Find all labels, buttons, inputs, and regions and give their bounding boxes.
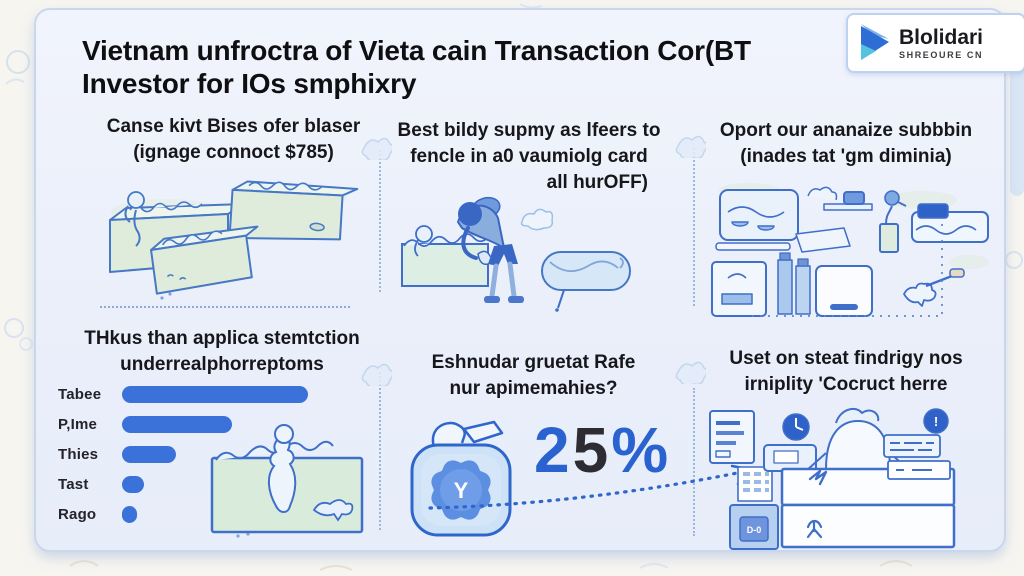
alert-bubble-icon <box>923 408 949 434</box>
triangle-play-logo-icon <box>861 24 889 60</box>
stat-digit: 2 <box>534 414 573 486</box>
bar-chart: Tabee P,Ime Thies Tast Rago <box>58 385 358 535</box>
bar-row: Tabee <box>58 385 358 403</box>
bar-track <box>122 445 308 463</box>
heading-line: fencle in a0 vaumiolg card <box>410 146 648 167</box>
devices-illustration <box>711 183 989 317</box>
bar-row: P,Ime <box>58 415 358 433</box>
bar-row: Tast <box>58 475 358 493</box>
panel-bottom-left-heading: THkus than applica stemtction underrealp… <box>52 326 392 378</box>
bar-label: Tabee <box>58 385 102 403</box>
heading-line: nur apimemahies? <box>449 378 618 399</box>
panel-top-right-heading: Oport our ananaize subbbin (inades tat '… <box>696 118 996 170</box>
bar-track <box>122 505 308 523</box>
doodle-knot-icon <box>675 361 706 384</box>
panel-top-middle-heading: Best bildy supmy as lfeers to fencle in … <box>384 118 674 196</box>
infographic-card: Vietnam unfroctra of Vieta cain Transact… <box>34 8 1024 552</box>
brand-logo: Blolidari SHREOURE CN <box>846 13 1024 73</box>
dotted-ground-line <box>100 306 350 308</box>
heading-line: Eshnudar gruetat Rafe <box>431 352 636 373</box>
stat-percent-sign: % <box>611 414 672 486</box>
page-title: Vietnam unfroctra of Vieta cain Transact… <box>82 34 802 100</box>
doodle-knot-icon <box>361 137 392 160</box>
bar <box>122 385 308 403</box>
seal-badge-icon: Y <box>431 460 491 520</box>
heading-line: (ignage connoct $785) <box>133 142 334 163</box>
bar-label: Rago <box>58 505 97 523</box>
bar-row: Thies <box>58 445 358 463</box>
bar <box>122 505 137 523</box>
divider-right-bottom <box>693 388 695 536</box>
bar-track <box>122 415 308 433</box>
crates-illustration <box>109 180 359 300</box>
service-desk-illustration: D-0 ! <box>709 407 956 550</box>
bar-label: Thies <box>58 445 99 463</box>
heading-line: THkus than applica stemtction <box>84 328 360 349</box>
bar-row: Rago <box>58 505 358 523</box>
logo-subtitle: SHREOURE CN <box>899 49 984 60</box>
heading-line: Canse kivt Bises ofer blaser <box>106 116 361 137</box>
bar-label: Tast <box>58 475 89 493</box>
doodle-knot-icon <box>361 363 392 386</box>
heading-line: underrealphorreptoms <box>120 354 324 375</box>
bar-track <box>122 385 308 403</box>
crate-climbing-figure-illustration <box>210 424 364 538</box>
divider-left-top <box>379 150 381 292</box>
page-title-line2: Investor for IOs smphixry <box>82 68 417 99</box>
panel-bottom-right-heading: Uset on steat findrigy nos irniplity 'Co… <box>691 346 1001 398</box>
logo-name: Blolidari <box>899 25 984 49</box>
heading-line: (inades tat 'gm diminia) <box>740 146 952 167</box>
panel-top-left-heading: Canse kivt Bises ofer blaser (ignage con… <box>66 114 401 166</box>
doodle-knot-icon <box>675 135 706 158</box>
stat-digit: 5 <box>572 414 612 486</box>
machine-label: D-0 <box>747 525 762 535</box>
heading-line: Uset on steat findrigy nos <box>729 348 963 369</box>
heading-line: irniplity 'Cocruct herre <box>744 374 948 395</box>
heading-line: Oport our ananaize subbbin <box>719 120 973 141</box>
jug-badge-illustration: Y <box>410 420 512 537</box>
heading-line: Best bildy supmy as lfeers to <box>397 120 661 141</box>
alert-glyph: ! <box>934 414 938 429</box>
panel-bottom-middle-heading: Eshnudar gruetat Rafe nur apimemahies? <box>391 350 676 402</box>
heading-line: all hurOFF) <box>546 172 648 193</box>
bar <box>122 475 145 493</box>
stat-percentage: 25% <box>534 418 671 482</box>
bar-label: P,Ime <box>58 415 98 433</box>
bar <box>122 415 232 433</box>
page-title-line1: Vietnam unfroctra of Vieta cain Transact… <box>82 35 751 66</box>
badge-letter: Y <box>454 478 469 503</box>
divider-right-top <box>693 148 695 306</box>
bar <box>122 445 176 463</box>
bar-track <box>122 475 308 493</box>
person-bending-illustration <box>401 196 631 312</box>
logo-text: Blolidari SHREOURE CN <box>899 27 983 60</box>
divider-left-bottom <box>379 372 381 530</box>
